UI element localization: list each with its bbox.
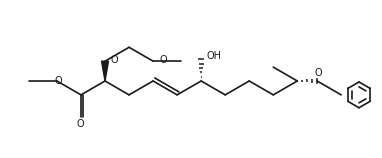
Text: O: O: [159, 55, 167, 65]
Text: OH: OH: [206, 51, 221, 61]
Text: O: O: [314, 68, 322, 78]
Polygon shape: [102, 61, 108, 81]
Text: O: O: [111, 55, 118, 65]
Text: O: O: [54, 76, 62, 86]
Text: O: O: [76, 119, 84, 129]
